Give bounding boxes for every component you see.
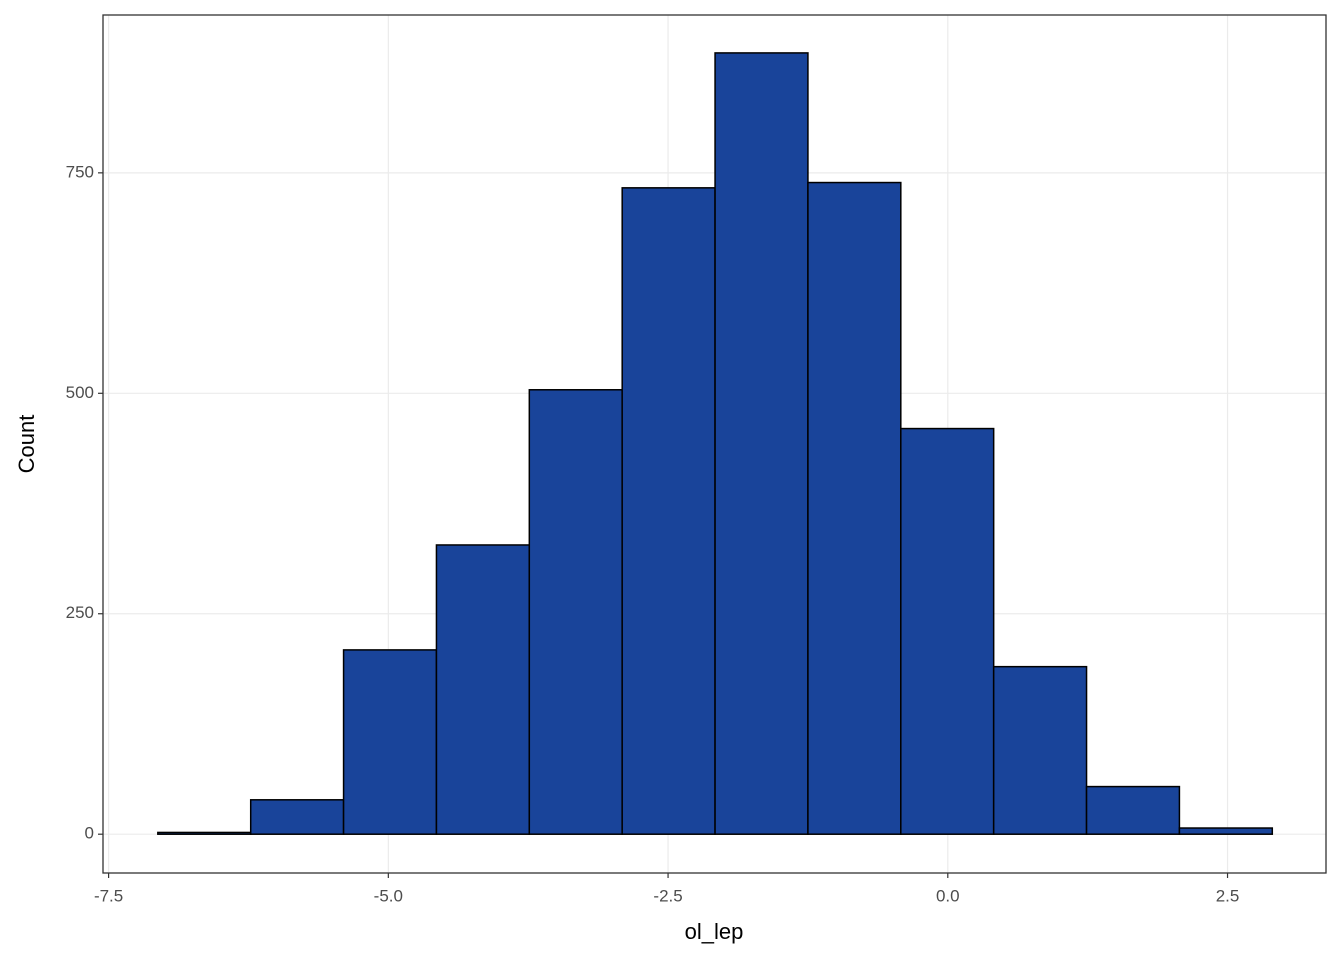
x-tick-label: 0.0 [936, 886, 960, 905]
bar [1085, 785, 1181, 835]
bar [157, 831, 252, 835]
bar [900, 427, 995, 835]
x-tick-label: -7.5 [94, 886, 123, 905]
bar [807, 181, 902, 835]
x-tick-label: 2.5 [1216, 886, 1240, 905]
plot-border [102, 14, 1327, 874]
bar [249, 799, 345, 835]
y-axis-title: Count [14, 415, 39, 474]
x-tick-label: -2.5 [653, 886, 682, 905]
bar [528, 389, 623, 835]
bar [435, 544, 531, 835]
x-axis-title: ol_lep [685, 919, 744, 944]
y-tick-label: 0 [85, 824, 94, 843]
bar [342, 649, 438, 835]
x-tick-label: -5.0 [374, 886, 403, 905]
y-tick-label: 750 [66, 162, 94, 181]
y-tick-label: 250 [66, 603, 94, 622]
bar [714, 52, 809, 835]
bar [1178, 827, 1274, 835]
bar [992, 665, 1088, 835]
bar [621, 187, 716, 835]
y-tick-label: 500 [66, 383, 94, 402]
